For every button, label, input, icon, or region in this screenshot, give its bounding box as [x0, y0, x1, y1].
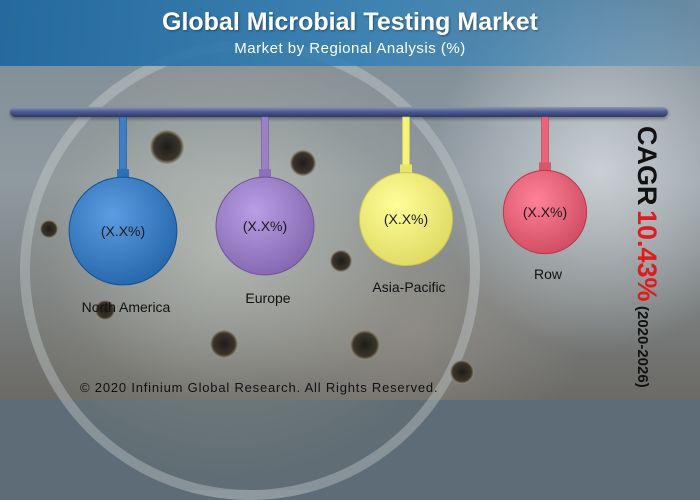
value-label: (X.X%)	[101, 223, 145, 239]
colony-dot	[450, 360, 474, 384]
bubble-north-america	[68, 176, 178, 286]
copyright-footer: © 2020 Infinium Global Research. All Rig…	[80, 380, 439, 395]
category-label: Asia-Pacific	[372, 279, 445, 295]
cagr-annotation: CAGR 10.43% (2020-2026)	[631, 126, 662, 388]
hanger-neck	[400, 164, 412, 175]
value-label: (X.X%)	[384, 211, 428, 227]
colony-dot	[40, 220, 58, 238]
hanging-rail	[10, 107, 668, 117]
cagr-value: 10.43%	[632, 209, 662, 302]
cagr-label: CAGR	[632, 126, 662, 206]
colony-dot	[95, 300, 115, 320]
hanger-neck	[117, 169, 129, 180]
bubble-asia-pacific	[358, 171, 454, 267]
category-label: Row	[534, 266, 563, 282]
bubble-europe	[215, 176, 315, 276]
colony-dot	[330, 250, 352, 272]
bubble-row	[502, 169, 588, 255]
bubble-plot: (X.X%) North America (X.X%) Europe (X.X%) Asi…	[68, 116, 588, 315]
category-label: Europe	[245, 290, 290, 306]
value-label: (X.X%)	[523, 204, 567, 220]
header-banner: Global Microbial Testing Market Market b…	[0, 0, 700, 66]
colony-dot	[350, 330, 380, 360]
hanger-neck	[539, 162, 551, 173]
cagr-period: (2020-2026)	[634, 305, 651, 388]
colony-dot	[150, 130, 184, 164]
chart-subtitle: Market by Regional Analysis (%)	[234, 40, 466, 57]
chart-title: Global Microbial Testing Market	[162, 8, 538, 36]
colony-dot	[210, 330, 238, 358]
hanger-neck	[259, 169, 271, 179]
category-label: North America	[82, 299, 171, 315]
colony-dot	[290, 150, 316, 176]
value-label: (X.X%)	[243, 218, 287, 234]
